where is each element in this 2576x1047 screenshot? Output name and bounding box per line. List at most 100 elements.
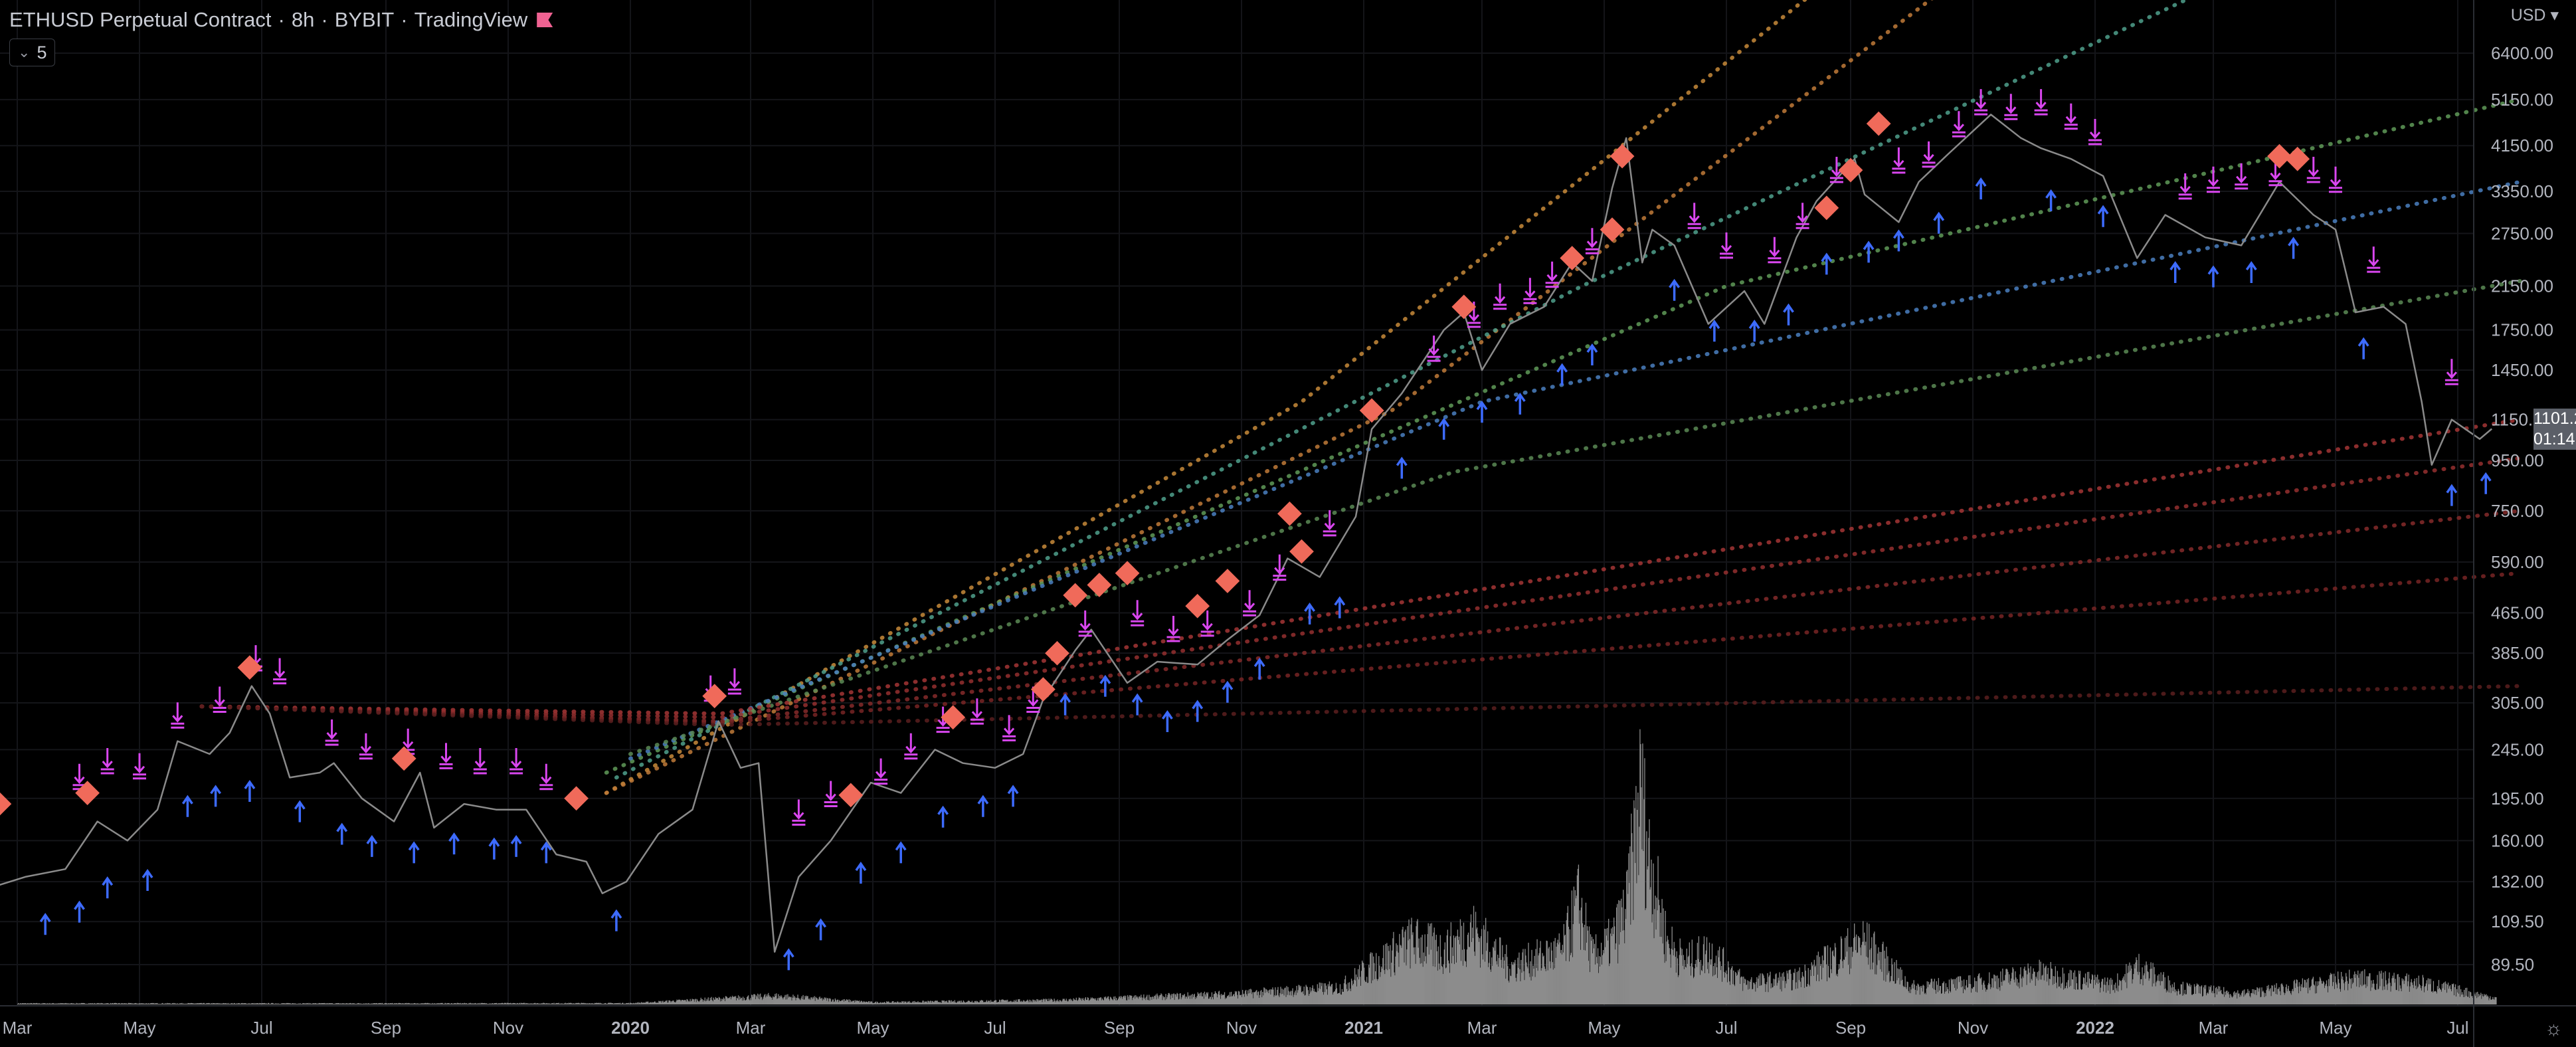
volume-bar (1413, 947, 1414, 1004)
volume-bar (1451, 963, 1453, 1004)
volume-bar (912, 1001, 913, 1004)
volume-bar (1109, 997, 1111, 1004)
volume-bar (665, 1000, 666, 1004)
volume-bar (1234, 996, 1236, 1004)
volume-bar (1936, 981, 1937, 1004)
volume-bar (2195, 985, 2197, 1004)
volume-bar (30, 1003, 31, 1004)
volume-bar (1009, 1001, 1010, 1004)
sell-marker (904, 733, 918, 760)
volume-bar (1795, 982, 1797, 1004)
volume-bar (2232, 997, 2233, 1004)
volume-bar (122, 1003, 124, 1004)
volume-bar (1552, 969, 1554, 1004)
volume-bar (72, 1002, 74, 1004)
volume-bar (2017, 986, 2019, 1004)
volume-bar (1600, 943, 1602, 1004)
volume-bar (2465, 988, 2466, 1004)
volume-bar (2094, 975, 2096, 1004)
volume-bar (2160, 972, 2162, 1004)
volume-bar (2045, 965, 2047, 1004)
indicators-toggle[interactable]: ⌄ 5 (9, 39, 56, 66)
volume-bar (2260, 997, 2262, 1004)
volume-bar (2328, 986, 2330, 1004)
sell-arrow-icon (1585, 228, 1599, 254)
sell-marker (1427, 335, 1441, 362)
volume-histogram (17, 729, 2497, 1004)
volume-bar (571, 1002, 572, 1004)
volume-bar (591, 1003, 592, 1004)
volume-bar (1968, 983, 1970, 1004)
volume-bar (2386, 985, 2387, 1004)
volume-bar (762, 1000, 763, 1004)
volume-bar (1950, 992, 1952, 1004)
volume-bar (1421, 963, 1422, 1004)
volume-bar (2391, 978, 2393, 1004)
volume-bar (470, 1003, 472, 1004)
diamond-marker (1866, 111, 1891, 136)
volume-bar (349, 1003, 351, 1004)
volume-bar (2070, 985, 2072, 1004)
volume-bar (2403, 984, 2405, 1004)
volume-bar (1669, 954, 1671, 1004)
volume-bar (1734, 986, 1736, 1004)
volume-bar (357, 1003, 359, 1004)
volume-bar (429, 1003, 430, 1004)
volume-bar (303, 1002, 304, 1004)
symbol-name[interactable]: ETHUSD Perpetual Contract (9, 8, 272, 31)
volume-bar (640, 1003, 642, 1004)
volume-bar (1085, 997, 1087, 1004)
volume-bar (1825, 964, 1827, 1004)
volume-bar (1170, 995, 1172, 1004)
volume-bar (790, 997, 792, 1004)
volume-bar (217, 1003, 218, 1004)
volume-bar (238, 1003, 240, 1004)
volume-bar (701, 999, 702, 1004)
time-tick-label: Nov (1226, 1018, 1257, 1038)
volume-bar (972, 1002, 974, 1004)
volume-bar (816, 998, 818, 1004)
volume-bar (1406, 949, 1408, 1004)
volume-bar (1651, 922, 1653, 1004)
volume-bar (711, 1000, 713, 1004)
currency-selector[interactable]: USD ▾ (2511, 5, 2559, 25)
volume-bar (62, 1003, 64, 1004)
volume-bar (1837, 969, 1839, 1004)
volume-bar (959, 1000, 961, 1004)
volume-bar (1097, 998, 1099, 1004)
volume-bar (268, 1002, 270, 1004)
volume-bar (458, 1003, 459, 1004)
volume-bar (1375, 971, 1376, 1004)
gear-icon[interactable]: ☼ (2544, 1018, 2563, 1040)
volume-bar (1883, 980, 1885, 1004)
volume-bar (1176, 993, 1178, 1004)
volume-bar (424, 1002, 426, 1004)
volume-bar (2306, 979, 2308, 1004)
volume-bar (907, 1001, 909, 1004)
volume-bar (2225, 995, 2227, 1004)
volume-bar (90, 1003, 92, 1004)
volume-bar (899, 1002, 901, 1004)
sell-marker (1952, 111, 1966, 138)
volume-bar (637, 1002, 638, 1004)
volume-bar (511, 1003, 513, 1004)
volume-bar (862, 1002, 864, 1004)
volume-bar (2320, 978, 2322, 1004)
volume-bar (1712, 966, 1714, 1004)
volume-bar (2495, 997, 2496, 1004)
volume-bar (836, 1001, 837, 1004)
volume-bar (2340, 991, 2342, 1004)
flag-icon[interactable] (537, 13, 553, 27)
volume-bar (1260, 991, 1261, 1004)
volume-bar (963, 1001, 965, 1004)
volume-bar (2484, 995, 2486, 1004)
volume-bar (766, 996, 767, 1004)
volume-bar (589, 1003, 591, 1004)
interval-label[interactable]: 8h (291, 8, 315, 31)
volume-bar (1556, 943, 1558, 1004)
volume-bar (1105, 996, 1107, 1004)
volume-bar (20, 1003, 21, 1004)
volume-bar (244, 1003, 246, 1004)
volume-bar (1487, 931, 1489, 1004)
